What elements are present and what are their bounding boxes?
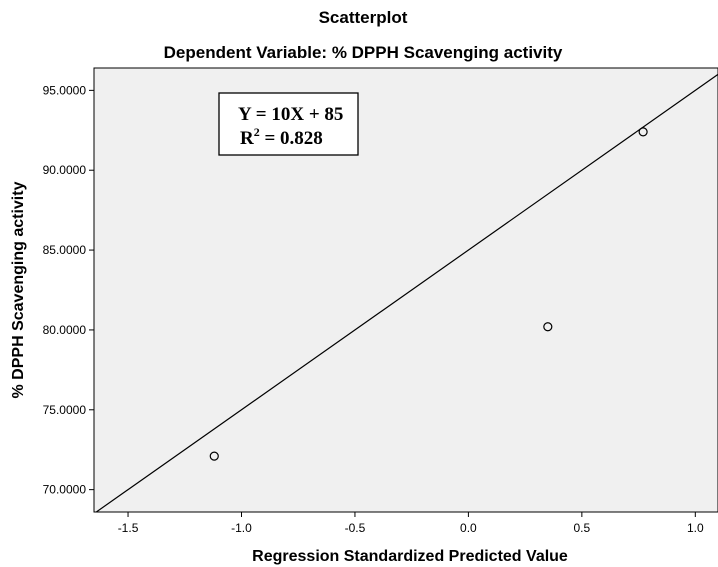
x-axis-ticks: -1.5 -1.0 -0.5 0.0 0.5 1.0: [118, 512, 704, 535]
y-tick-label: 95.0000: [43, 83, 87, 97]
chart-subtitle: Dependent Variable: % DPPH Scavenging ac…: [164, 43, 563, 62]
x-axis-label: Regression Standardized Predicted Value: [252, 548, 568, 565]
y-tick-label: 85.0000: [43, 243, 87, 257]
y-tick-label: 90.0000: [43, 163, 87, 177]
scatter-point: [209, 451, 219, 461]
y-tick-label: 75.0000: [43, 403, 87, 417]
r-squared-value: = 0.828: [260, 128, 323, 149]
r-squared-r: R: [240, 128, 254, 149]
regression-fit-line: [95, 73, 718, 512]
r-squared-superscript: 2: [254, 125, 260, 139]
y-tick-label: 70.0000: [43, 483, 87, 497]
x-tick-label: 1.0: [687, 521, 704, 535]
scatter-point: [543, 322, 553, 332]
r-squared-text: R2 = 0.828: [240, 125, 323, 149]
x-tick-label: -1.0: [231, 521, 252, 535]
y-axis-label: % DPPH Scavenging activity: [10, 181, 27, 398]
x-tick-label: 0.0: [460, 521, 477, 535]
y-axis-ticks: 70.0000 75.0000 80.0000 85.0000 90.0000 95.00…: [43, 83, 94, 497]
data-points: [209, 127, 648, 461]
equation-line: Y = 10X + 85: [238, 104, 343, 125]
plot-area: [93, 67, 718, 513]
y-tick-label: 80.0000: [43, 323, 87, 337]
equation-box: [218, 92, 359, 156]
x-tick-label: -0.5: [345, 521, 366, 535]
scatter-point: [638, 127, 648, 137]
chart-title: Scatterplot: [319, 8, 408, 27]
x-tick-label: 0.5: [574, 521, 591, 535]
equation-annotation: Y = 10X + 85 R2 = 0.828: [218, 92, 359, 156]
x-tick-label: -1.5: [118, 521, 139, 535]
